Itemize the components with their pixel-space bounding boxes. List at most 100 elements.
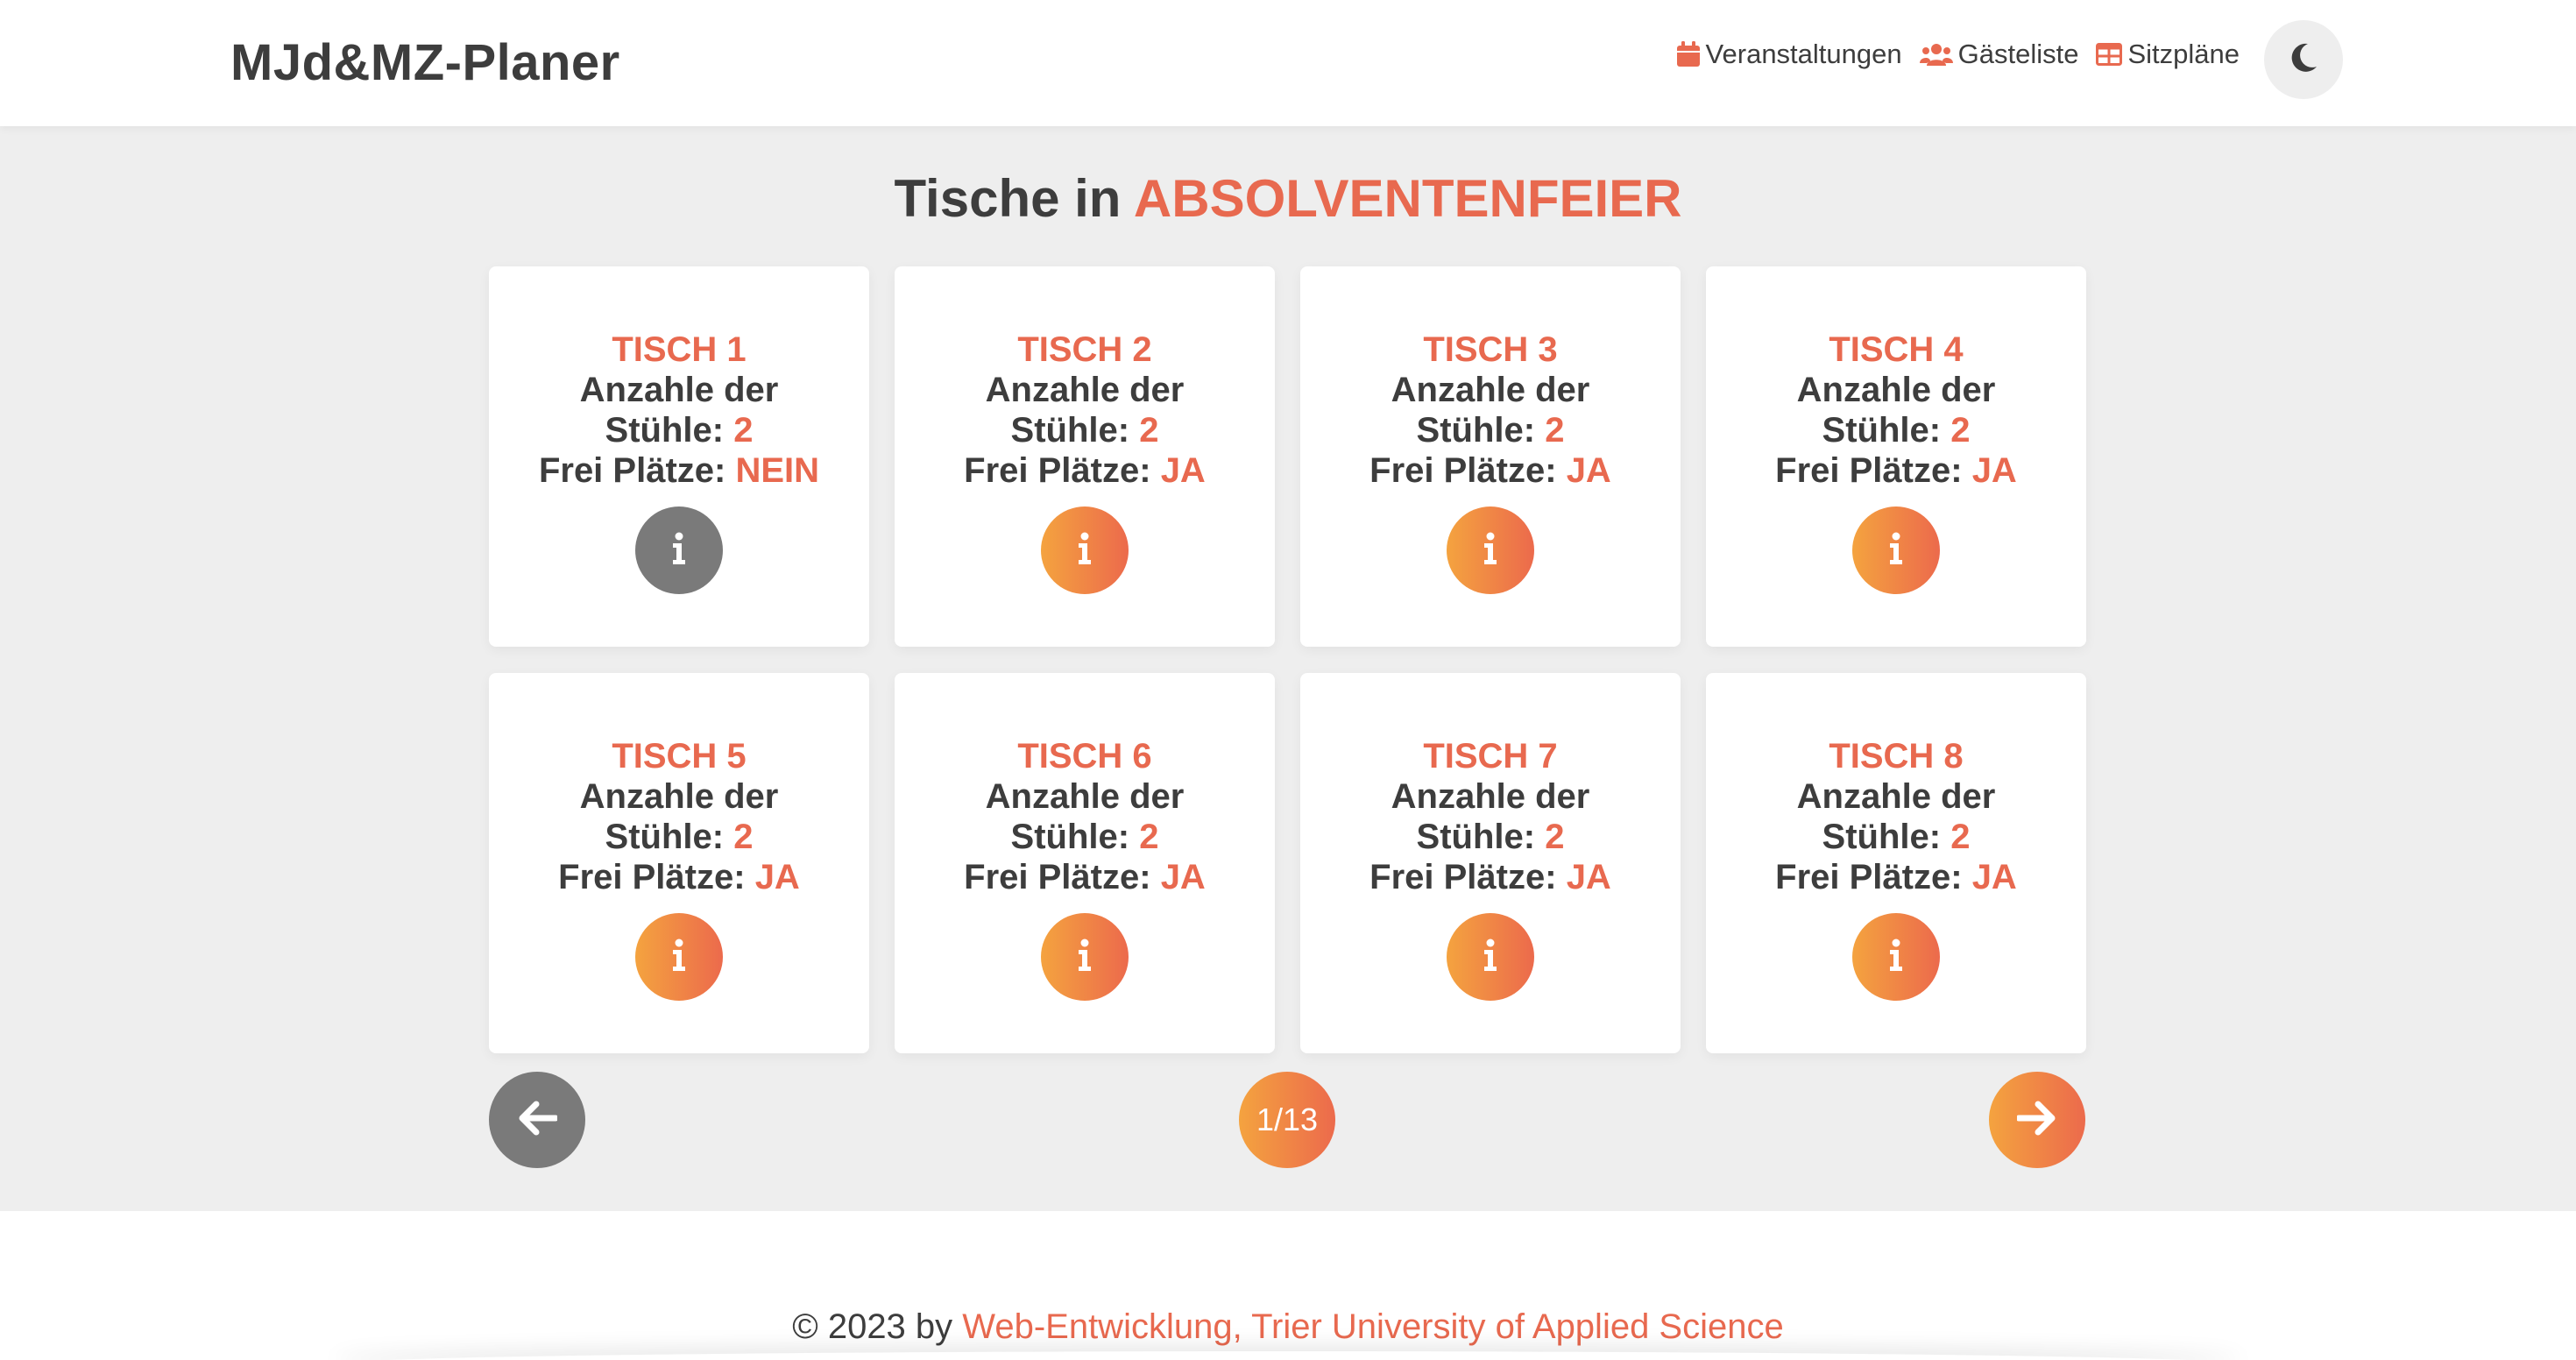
info-button[interactable] [1852, 913, 1940, 1001]
free-label: Frei Plätze: [964, 451, 1151, 490]
free-value: JA [1160, 451, 1206, 490]
table-name: TISCH 3 [1423, 330, 1558, 369]
info-button[interactable] [1041, 913, 1129, 1001]
chairs-label-line1: Anzahle der [985, 371, 1185, 409]
chairs-label-line1: Anzahle der [1796, 777, 1996, 816]
previous-page-button[interactable] [489, 1072, 585, 1168]
table-name: TISCH 2 [1017, 330, 1152, 369]
chairs-label-line1: Anzahle der [1796, 371, 1996, 409]
chairs-line: Stühle: 2 [1822, 817, 1971, 857]
nav-item-sitzplaene[interactable]: Sitzpläne [2096, 39, 2240, 70]
chairs-label: Stühle: [605, 411, 725, 450]
info-button[interactable] [635, 506, 723, 594]
footer-link[interactable]: Web-Entwicklung, Trier University of App… [962, 1307, 1784, 1346]
table-name: TISCH 6 [1017, 737, 1152, 776]
chairs-label-line1: Anzahle der [579, 371, 779, 409]
info-button[interactable] [635, 913, 723, 1001]
free-value: JA [1566, 451, 1611, 490]
page-title-prefix: Tische in [894, 169, 1122, 228]
footer-text: © 2023 by Web-Entwicklung, Trier Univers… [0, 1307, 2576, 1347]
table-name: TISCH 7 [1423, 737, 1558, 776]
free-value: JA [1971, 858, 2017, 896]
table-icon [2096, 43, 2123, 66]
free-label: Frei Plätze: [1369, 858, 1557, 896]
free-line: Frei Plätze: JA [558, 857, 800, 897]
theme-toggle-button[interactable] [2264, 20, 2343, 99]
chairs-line: Stühle: 2 [1417, 817, 1565, 857]
tables-grid: TISCH 1 Anzahle der Stühle: 2 Frei Plätz… [489, 266, 2087, 1053]
nav-item-gaesteliste[interactable]: Gästeliste [1919, 39, 2079, 70]
chairs-line: Stühle: 2 [605, 817, 754, 857]
table-card: TISCH 1 Anzahle der Stühle: 2 Frei Plätz… [489, 266, 869, 647]
moon-icon [2289, 42, 2318, 78]
table-card: TISCH 7 Anzahle der Stühle: 2 Frei Plätz… [1300, 673, 1681, 1053]
free-line: Frei Plätze: JA [1775, 857, 2017, 897]
table-name: TISCH 1 [612, 330, 747, 369]
free-value: JA [754, 858, 800, 896]
nav-menu: Veranstaltungen Gästeliste [1676, 39, 2240, 70]
chairs-label-line1: Anzahle der [1391, 777, 1590, 816]
info-button[interactable] [1447, 506, 1534, 594]
info-icon [670, 532, 688, 570]
info-icon [670, 939, 688, 976]
chairs-count: 2 [1139, 818, 1159, 856]
chairs-line: Stühle: 2 [605, 410, 754, 450]
chairs-line: Stühle: 2 [1822, 410, 1971, 450]
chairs-label: Stühle: [605, 818, 725, 856]
info-icon [1887, 939, 1905, 976]
chairs-count: 2 [1950, 818, 1971, 856]
next-page-button[interactable] [1989, 1072, 2085, 1168]
free-label: Frei Plätze: [964, 858, 1151, 896]
chairs-line: Stühle: 2 [1417, 410, 1565, 450]
chairs-label: Stühle: [1822, 818, 1942, 856]
chairs-label-line1: Anzahle der [985, 777, 1185, 816]
table-name: TISCH 5 [612, 737, 747, 776]
free-line: Frei Plätze: JA [964, 450, 1206, 491]
users-icon [1919, 42, 1953, 67]
chairs-label: Stühle: [1416, 411, 1536, 450]
nav-item-veranstaltungen[interactable]: Veranstaltungen [1676, 39, 1902, 70]
free-line: Frei Plätze: NEIN [539, 450, 819, 491]
chairs-label: Stühle: [1010, 818, 1130, 856]
table-card: TISCH 5 Anzahle der Stühle: 2 Frei Plätz… [489, 673, 869, 1053]
page-title: Tische in ABSOLVENTENFEIER [0, 168, 2576, 229]
chairs-label: Stühle: [1010, 411, 1130, 450]
table-card: TISCH 3 Anzahle der Stühle: 2 Frei Plätz… [1300, 266, 1681, 647]
chairs-count: 2 [733, 818, 754, 856]
nav-item-label: Sitzpläne [2127, 39, 2240, 69]
table-card: TISCH 4 Anzahle der Stühle: 2 Frei Plätz… [1706, 266, 2086, 647]
free-label: Frei Plätze: [538, 451, 726, 490]
table-name: TISCH 4 [1829, 330, 1964, 369]
chairs-count: 2 [1950, 411, 1971, 450]
free-value: JA [1971, 451, 2017, 490]
free-label: Frei Plätze: [1775, 858, 1963, 896]
nav-item-label: Gästeliste [1957, 39, 2079, 69]
arrow-right-icon [2015, 1101, 2057, 1140]
info-button[interactable] [1852, 506, 1940, 594]
table-card: TISCH 6 Anzahle der Stühle: 2 Frei Plätz… [895, 673, 1275, 1053]
free-value: JA [1160, 858, 1206, 896]
table-card: TISCH 2 Anzahle der Stühle: 2 Frei Plätz… [895, 266, 1275, 647]
event-name: ABSOLVENTENFEIER [1133, 169, 1682, 228]
info-icon [1887, 532, 1905, 570]
table-card: TISCH 8 Anzahle der Stühle: 2 Frei Plätz… [1706, 673, 2086, 1053]
chairs-line: Stühle: 2 [1011, 817, 1159, 857]
chairs-label: Stühle: [1822, 411, 1942, 450]
brand-title[interactable]: MJd&MZ-Planer [230, 34, 620, 91]
info-button[interactable] [1041, 506, 1129, 594]
footer: © 2023 by Web-Entwicklung, Trier Univers… [0, 1211, 2576, 1360]
arrow-left-icon [517, 1101, 559, 1140]
info-icon [1076, 532, 1093, 570]
free-line: Frei Plätze: JA [1369, 450, 1611, 491]
chairs-count: 2 [1545, 411, 1565, 450]
calendar-icon [1676, 41, 1701, 67]
chairs-count: 2 [1545, 818, 1565, 856]
free-line: Frei Plätze: JA [964, 857, 1206, 897]
footer-copyright: © 2023 by [792, 1307, 953, 1346]
table-name: TISCH 8 [1829, 737, 1964, 776]
info-icon [1076, 939, 1093, 976]
free-line: Frei Plätze: JA [1369, 857, 1611, 897]
nav-item-label: Veranstaltungen [1705, 39, 1902, 69]
info-icon [1482, 939, 1499, 976]
info-button[interactable] [1447, 913, 1534, 1001]
